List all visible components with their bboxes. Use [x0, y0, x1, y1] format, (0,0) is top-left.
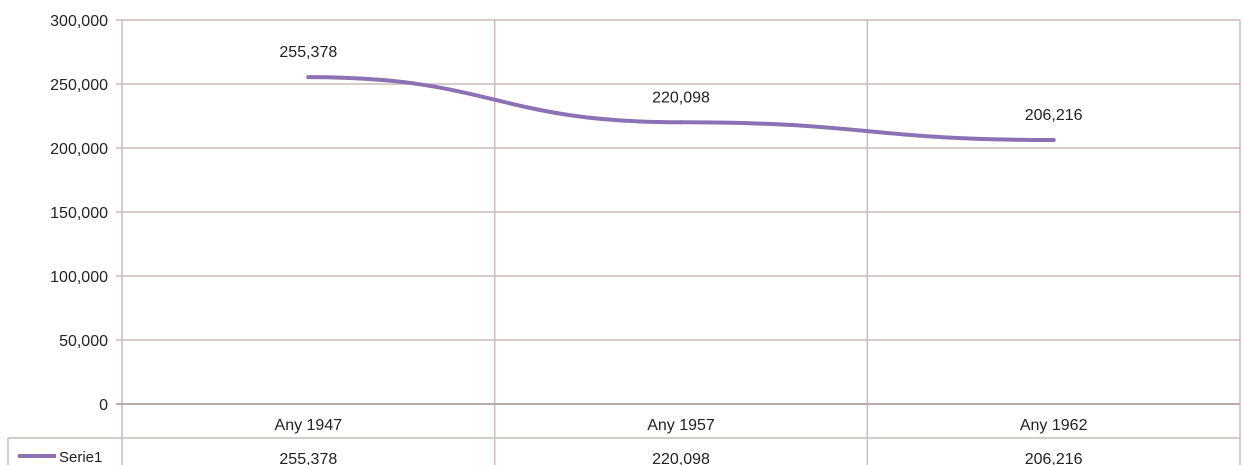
table-cell: 206,216 [1025, 451, 1083, 465]
data-point [306, 75, 311, 80]
x-axis-tick-labels: Any 1947 Any 1957 Any 1962 [275, 417, 1088, 434]
y-tick-label: 200,000 [50, 141, 108, 158]
y-tick-label: 150,000 [50, 205, 108, 222]
y-tick-label: 100,000 [50, 269, 108, 286]
y-tick-label: 250,000 [50, 77, 108, 94]
legend-label-serie1: Serie1 [59, 449, 102, 465]
series-serie1 [306, 75, 1056, 143]
data-label: 255,378 [279, 44, 337, 61]
table-cell: 255,378 [279, 451, 337, 465]
x-tick-label: Any 1947 [275, 417, 343, 434]
data-label: 220,098 [652, 89, 710, 106]
y-axis-tick-labels: 0 50,000 100,000 150,000 200,000 250,000 300,0… [50, 13, 108, 414]
y-tick-label: 300,000 [50, 13, 108, 30]
data-labels: 255,378 220,098 206,216 [279, 44, 1082, 124]
x-tick-label: Any 1957 [647, 417, 715, 434]
y-tick-label: 50,000 [59, 333, 108, 350]
data-point [679, 120, 683, 125]
table-cell: 220,098 [652, 451, 710, 465]
x-tick-label: Any 1962 [1020, 417, 1088, 434]
data-label: 206,216 [1025, 107, 1083, 124]
data-table: Serie1 255,378 220,098 206,216 [18, 449, 1083, 465]
series-line-serie1 [306, 75, 1056, 143]
y-tick-label: 0 [99, 397, 108, 414]
grid-lines [7, 19, 1241, 465]
data-point [1051, 138, 1056, 143]
